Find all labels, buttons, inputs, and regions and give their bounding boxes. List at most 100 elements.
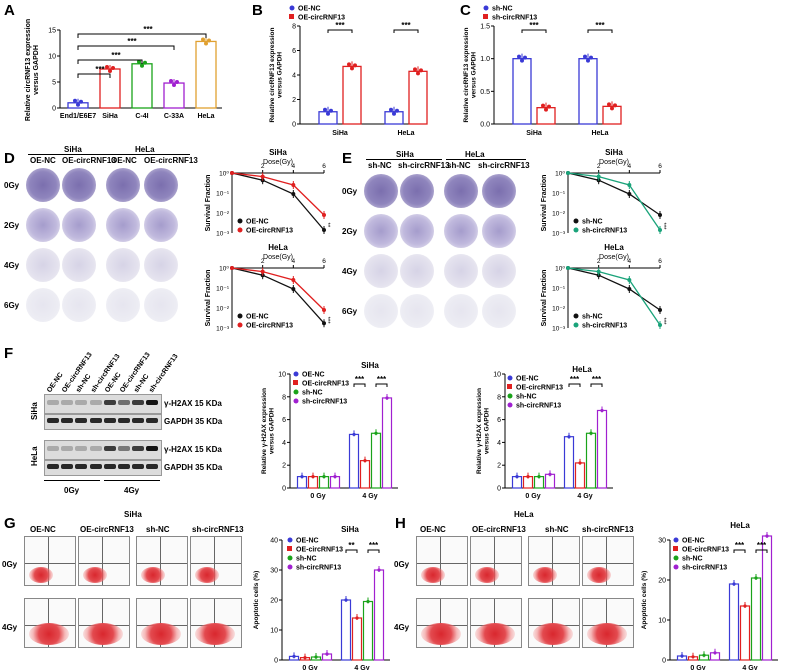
chart-g-legend-label: OE-NC xyxy=(296,538,319,545)
chart-h-y-tick-label: 30 xyxy=(658,538,666,545)
chart-a-category: C-33A xyxy=(164,113,184,120)
panel-d-dish xyxy=(144,288,178,322)
blot-hela-gamma-h2ax xyxy=(44,440,162,460)
chart-a-category: SiHa xyxy=(102,113,118,120)
panel-d-col-1: OE-NC xyxy=(30,156,56,165)
panel-e-row-label: 6Gy xyxy=(342,307,358,316)
panel-g-col-3: sh-NC xyxy=(146,525,170,534)
chart-b-point xyxy=(326,111,330,116)
panel-e-dish xyxy=(444,214,478,248)
chart-h-point xyxy=(702,653,706,657)
chart-h-bracket xyxy=(733,549,746,553)
panel-g-flow-plot xyxy=(78,536,130,586)
panel-g-flow-plot xyxy=(24,598,76,648)
panel-d-dish xyxy=(62,208,96,242)
chart-f-siha-sig: *** xyxy=(355,375,365,384)
chart-b-ylabel: versus GAPDH xyxy=(277,52,284,99)
chart-b-point xyxy=(347,62,351,67)
panel-g-gate-line xyxy=(191,563,241,565)
chart-a-point xyxy=(201,37,205,42)
blot-band xyxy=(103,418,116,423)
chart-f-siha-ylabel: versus GAPDH xyxy=(269,408,276,455)
chart-f-siha-legend-marker xyxy=(293,389,299,395)
curve-d-siha-xtick-label: 2 xyxy=(261,163,265,170)
panel-d-letter: D xyxy=(4,150,15,167)
blot-band xyxy=(75,464,88,469)
curve-e-hela-curve xyxy=(567,267,661,326)
chart-f-hela-y-tick-label: 6 xyxy=(497,417,501,424)
chart-h-point xyxy=(732,582,736,586)
curve-e-siha-xtick-label: 6 xyxy=(658,163,662,170)
chart-c-ylabel: versus GAPDH xyxy=(471,52,478,99)
chart-h-legend-label: OE-NC xyxy=(682,538,705,545)
blot-band xyxy=(118,400,130,405)
chart-f-hela-group: 0 Gy xyxy=(525,493,540,500)
panel-h-flow-plot xyxy=(416,598,468,648)
chart-b-y-tick-label: 4 xyxy=(292,73,296,80)
chart-f-siha-legend-marker xyxy=(293,380,298,385)
chart-h-legend-marker xyxy=(673,546,678,551)
chart-a-point xyxy=(111,66,115,70)
panel-e-header-siha: SiHa xyxy=(396,150,414,159)
panel-f-letter: F xyxy=(4,345,14,362)
panel-h-cell-population xyxy=(421,567,445,583)
chart-h-point xyxy=(680,654,684,658)
curve-e-hela-ytick-label: 10⁻² xyxy=(552,306,566,313)
chart-b-legend-label: OE-NC xyxy=(298,6,321,13)
chart-c-point xyxy=(586,58,590,63)
panel-d-col-3: OE-NC xyxy=(111,156,137,165)
curve-e-hela-sig: *** xyxy=(660,318,666,326)
curve-d-siha-xlabel: Dose(Gy) xyxy=(263,159,293,166)
panel-h-col-1: OE-NC xyxy=(420,525,446,534)
chart-b-point xyxy=(419,68,423,73)
chart-g-bracket xyxy=(345,549,358,553)
chart-h-bracket xyxy=(755,549,768,553)
panel-e-col-4: sh-circRNF13 xyxy=(478,161,530,170)
chart-f-siha-y-tick-label: 0 xyxy=(282,486,286,493)
chart-h-bar xyxy=(750,577,762,661)
panel-h-cell-population xyxy=(587,567,611,583)
panel-h-gate-line xyxy=(493,537,495,585)
panel-d-row-label: 2Gy xyxy=(4,221,20,230)
curve-d-hela-sig: *** xyxy=(324,317,330,325)
curve-e-siha-ytick-label: 10⁰ xyxy=(555,171,565,178)
blot-band xyxy=(89,400,102,405)
panel-e-dish xyxy=(400,294,434,328)
panel-g-gate-line xyxy=(47,537,49,585)
panel-e-dish xyxy=(444,174,478,208)
panel-g-flow-plot xyxy=(190,598,242,648)
chart-f-hela-point xyxy=(567,435,571,439)
blot-band xyxy=(89,418,102,423)
panel-e-col-1: sh-NC xyxy=(368,161,392,170)
chart-h-sig: *** xyxy=(757,541,767,550)
panel-d-dish xyxy=(144,248,178,282)
panel-e-col-3: sh-NC xyxy=(447,161,471,170)
chart-f-siha-legend-label: sh-circRNF13 xyxy=(302,399,347,406)
curve-d-hela-ylabel: Survival Fraction xyxy=(205,270,212,327)
blot-band xyxy=(75,446,88,451)
chart-g-point xyxy=(303,656,307,660)
panel-h-gate-line xyxy=(529,563,579,565)
blot-band xyxy=(47,418,59,423)
curve-e-hela-ytick-label: 10⁰ xyxy=(555,266,565,273)
chart-g-point xyxy=(325,652,329,656)
curve-d-hela-curve xyxy=(231,267,325,311)
panel-d-header-siha: SiHa xyxy=(64,145,82,154)
chart-f-hela-point xyxy=(537,475,541,479)
chart-b-y-tick-label: 0 xyxy=(292,122,296,129)
chart-a-y-tick-label: 5 xyxy=(52,80,56,87)
blot-band xyxy=(61,400,74,405)
chart-g-point xyxy=(355,616,359,620)
curve-e-siha-legend-marker xyxy=(573,218,579,224)
chart-g-legend-label: OE-circRNF13 xyxy=(296,547,343,554)
chart-c-bracket xyxy=(521,29,547,33)
curve-d-hela-ytick-label: 10⁰ xyxy=(219,266,229,273)
curve-d-siha-ytick-label: 10⁻³ xyxy=(216,231,230,238)
chart-f-siha-group: 4 Gy xyxy=(362,493,377,500)
panel-e-col-2: sh-circRNF13 xyxy=(398,161,450,170)
blot-band xyxy=(47,464,59,469)
curve-d-siha-title: SiHa xyxy=(269,148,287,157)
chart-a-y-tick-label: 10 xyxy=(48,54,56,61)
panel-g-cell-population xyxy=(29,567,53,583)
curve-e-hela-curve xyxy=(567,267,661,311)
